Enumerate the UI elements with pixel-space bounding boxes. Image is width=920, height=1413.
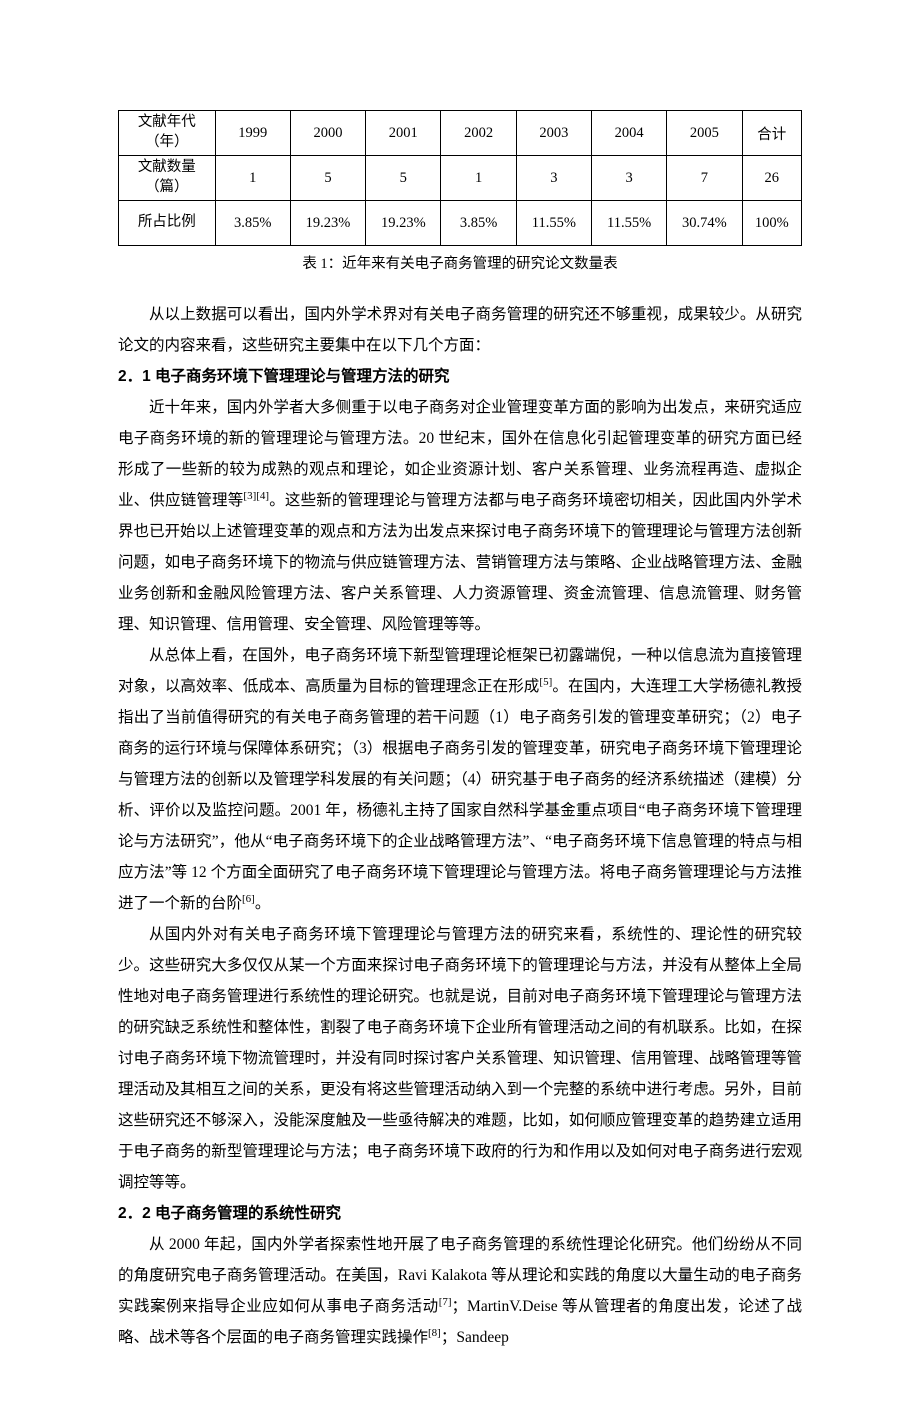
literature-count-table: 文献年代（年） 1999 2000 2001 2002 2003 2004 20…: [118, 110, 802, 246]
table-cell: 26: [742, 156, 802, 201]
table-caption: 表 1：近年来有关电子商务管理的研究论文数量表: [118, 252, 802, 273]
table-cell: 3.85%: [441, 201, 516, 246]
heading-2-2: 2．2 电子商务管理的系统性研究: [118, 1198, 802, 1229]
table-cell: 11.55%: [591, 201, 666, 246]
row-header-count: 文献数量（篇）: [119, 156, 216, 201]
citation-sup: [3][4]: [243, 490, 269, 502]
paragraph-intro: 从以上数据可以看出，国内外学术界对有关电子商务管理的研究还不够重视，成果较少。从…: [118, 299, 802, 361]
col-header: 1999: [215, 111, 290, 156]
table-cell: 19.23%: [290, 201, 365, 246]
table-cell: 7: [667, 156, 742, 201]
table-cell: 100%: [742, 201, 802, 246]
table-cell: 5: [366, 156, 441, 201]
col-header: 2000: [290, 111, 365, 156]
table-cell: 3: [591, 156, 666, 201]
page: 文献年代（年） 1999 2000 2001 2002 2003 2004 20…: [0, 0, 920, 1413]
paragraph-2-1-c: 从国内外对有关电子商务环境下管理理论与管理方法的研究来看，系统性的、理论性的研究…: [118, 919, 802, 1198]
text: ；Sandeep: [441, 1329, 509, 1346]
col-header: 2003: [516, 111, 591, 156]
paragraph-2-1-b: 从总体上看，在国外，电子商务环境下新型管理理论框架已初露端倪，一种以信息流为直接…: [118, 640, 802, 919]
col-header: 合计: [742, 111, 802, 156]
table-cell: 30.74%: [667, 201, 742, 246]
table-cell: 1: [441, 156, 516, 201]
table-row: 所占比例 3.85% 19.23% 19.23% 3.85% 11.55% 11…: [119, 201, 802, 246]
text: 。这些新的管理理论与管理方法都与电子商务环境密切相关，因此国内外学术界也已开始以…: [118, 492, 802, 633]
paragraph-2-1-a: 近十年来，国内外学者大多侧重于以电子商务对企业管理变革方面的影响为出发点，来研究…: [118, 392, 802, 640]
text: 从以上数据可以看出，国内外学术界对有关电子商务管理的研究还不够重视，成果较少。从…: [118, 306, 802, 354]
table-cell: 5: [290, 156, 365, 201]
text: 。: [255, 895, 271, 912]
col-header: 2002: [441, 111, 516, 156]
text: 。在国内，大连理工大学杨德礼教授指出了当前值得研究的有关电子商务管理的若干问题（…: [118, 678, 802, 912]
table-row: 文献年代（年） 1999 2000 2001 2002 2003 2004 20…: [119, 111, 802, 156]
citation-sup: [8]: [428, 1327, 441, 1339]
table-cell: 1: [215, 156, 290, 201]
table-row: 文献数量（篇） 1 5 5 1 3 3 7 26: [119, 156, 802, 201]
heading-2-1: 2．1 电子商务环境下管理理论与管理方法的研究: [118, 361, 802, 392]
citation-sup: [5]: [539, 676, 552, 688]
table-cell: 3: [516, 156, 591, 201]
citation-sup: [6]: [242, 893, 255, 905]
table-cell: 3.85%: [215, 201, 290, 246]
table-cell: 19.23%: [366, 201, 441, 246]
row-header-pct: 所占比例: [119, 201, 216, 246]
paragraph-2-2-a: 从 2000 年起，国内外学者探索性地开展了电子商务管理的系统性理论化研究。他们…: [118, 1229, 802, 1353]
col-header: 2001: [366, 111, 441, 156]
col-header: 2005: [667, 111, 742, 156]
col-header: 2004: [591, 111, 666, 156]
row-header-year: 文献年代（年）: [119, 111, 216, 156]
table-cell: 11.55%: [516, 201, 591, 246]
text: 从国内外对有关电子商务环境下管理理论与管理方法的研究来看，系统性的、理论性的研究…: [118, 926, 802, 1191]
